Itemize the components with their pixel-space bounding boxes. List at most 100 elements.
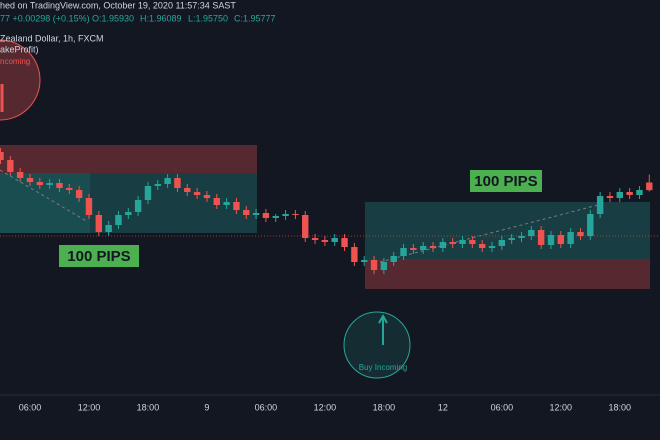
candle-body bbox=[331, 238, 338, 242]
candle-body bbox=[488, 246, 496, 248]
x-tick-label: 18:00 bbox=[609, 402, 632, 412]
candle-body bbox=[85, 198, 93, 215]
candle-body bbox=[233, 202, 240, 210]
target-zone bbox=[365, 202, 650, 259]
candle-body bbox=[587, 214, 594, 236]
candle-body bbox=[321, 240, 329, 242]
candle-body bbox=[144, 186, 152, 200]
candle-body bbox=[36, 182, 44, 185]
candle-body bbox=[528, 230, 535, 236]
x-tick-label: 18:00 bbox=[373, 402, 396, 412]
candle-body bbox=[518, 236, 525, 238]
candle-body bbox=[95, 215, 102, 232]
candle-body bbox=[508, 238, 515, 240]
candle-body bbox=[361, 260, 368, 262]
sell-label: ncoming bbox=[0, 57, 30, 66]
candle-body bbox=[596, 196, 604, 214]
candle-body bbox=[646, 182, 653, 191]
candle-body bbox=[380, 262, 388, 270]
candle-body bbox=[282, 214, 289, 216]
buy-circle bbox=[343, 311, 411, 379]
candle-body bbox=[66, 188, 73, 190]
pips-label: 100 PIPS bbox=[67, 248, 130, 265]
candle-body bbox=[577, 232, 584, 236]
candle-body bbox=[567, 232, 574, 244]
candle-body bbox=[115, 215, 122, 225]
sell-circle bbox=[0, 39, 41, 121]
candle-body bbox=[302, 215, 309, 238]
trade-path bbox=[0, 169, 89, 223]
study-info: akeProfit) bbox=[0, 44, 39, 54]
candle-body bbox=[410, 248, 417, 250]
candle-body bbox=[351, 247, 358, 262]
candle-body bbox=[56, 183, 63, 188]
published-info: hed on TradingView.com, October 19, 2020… bbox=[0, 0, 236, 10]
candle-body bbox=[311, 238, 319, 240]
candle-body bbox=[292, 214, 299, 215]
candle-body bbox=[469, 240, 476, 244]
candle-body bbox=[213, 198, 220, 205]
low-price: L:1.95750 bbox=[188, 13, 228, 23]
pips-label: 100 PIPS bbox=[474, 173, 537, 190]
candle-body bbox=[400, 248, 407, 256]
candle-body bbox=[370, 260, 378, 270]
candle-body bbox=[26, 178, 34, 182]
candle-body bbox=[46, 183, 53, 185]
open-price: O:1.95930 bbox=[92, 13, 134, 23]
x-tick-label: 18:00 bbox=[137, 402, 160, 412]
candle-body bbox=[636, 190, 643, 195]
candle-body bbox=[262, 213, 270, 218]
candle-body bbox=[184, 188, 191, 192]
candle-body bbox=[616, 192, 623, 198]
candle-body bbox=[193, 192, 201, 195]
candle-body bbox=[105, 225, 112, 232]
target-progress bbox=[0, 173, 90, 233]
buy-label: Buy Incoming bbox=[359, 363, 407, 372]
stop-zone bbox=[365, 259, 650, 289]
candle-body bbox=[626, 192, 633, 195]
price-change: 77 +0.00298 (+0.15%) bbox=[0, 13, 90, 23]
candle-body bbox=[439, 242, 447, 248]
candle-body bbox=[174, 178, 181, 188]
candle-body bbox=[252, 213, 260, 215]
candle-body bbox=[203, 195, 211, 198]
buy-arrow-head bbox=[378, 313, 388, 324]
candle-body bbox=[341, 238, 348, 247]
stop-zone bbox=[0, 145, 257, 173]
candle-body bbox=[459, 240, 466, 244]
candle-body bbox=[478, 244, 486, 248]
candles bbox=[0, 148, 653, 274]
pips-badge bbox=[59, 245, 139, 267]
candle-body bbox=[390, 256, 397, 262]
candle-body bbox=[419, 246, 427, 250]
close-price: C:1.95777 bbox=[234, 13, 276, 23]
x-tick-label: 9 bbox=[204, 402, 209, 412]
candle-body bbox=[16, 172, 24, 178]
candle-body bbox=[134, 200, 142, 212]
high-price: H:1.96089 bbox=[140, 13, 182, 23]
pips-badge bbox=[470, 170, 542, 192]
x-tick-label: 06:00 bbox=[255, 402, 278, 412]
candle-body bbox=[154, 184, 161, 186]
candle-body bbox=[498, 240, 506, 246]
x-tick-label: 06:00 bbox=[491, 402, 514, 412]
candle-body bbox=[223, 202, 230, 205]
x-tick-label: 06:00 bbox=[19, 402, 42, 412]
candle-body bbox=[125, 212, 132, 215]
candle-body bbox=[272, 216, 279, 218]
candle-body bbox=[429, 246, 437, 248]
candle-body bbox=[557, 235, 565, 244]
candle-body bbox=[537, 230, 545, 245]
candle-body bbox=[606, 196, 614, 198]
symbol-info: Zealand Dollar, 1h, FXCM bbox=[0, 33, 104, 43]
candle-body bbox=[0, 152, 4, 160]
x-tick-label: 12:00 bbox=[550, 402, 573, 412]
x-tick-label: 12:00 bbox=[78, 402, 101, 412]
candle-body bbox=[449, 242, 456, 244]
candle-body bbox=[75, 190, 83, 198]
x-tick-label: 12:00 bbox=[314, 402, 337, 412]
candle-body bbox=[164, 178, 171, 184]
x-tick-label: 12 bbox=[438, 402, 448, 412]
